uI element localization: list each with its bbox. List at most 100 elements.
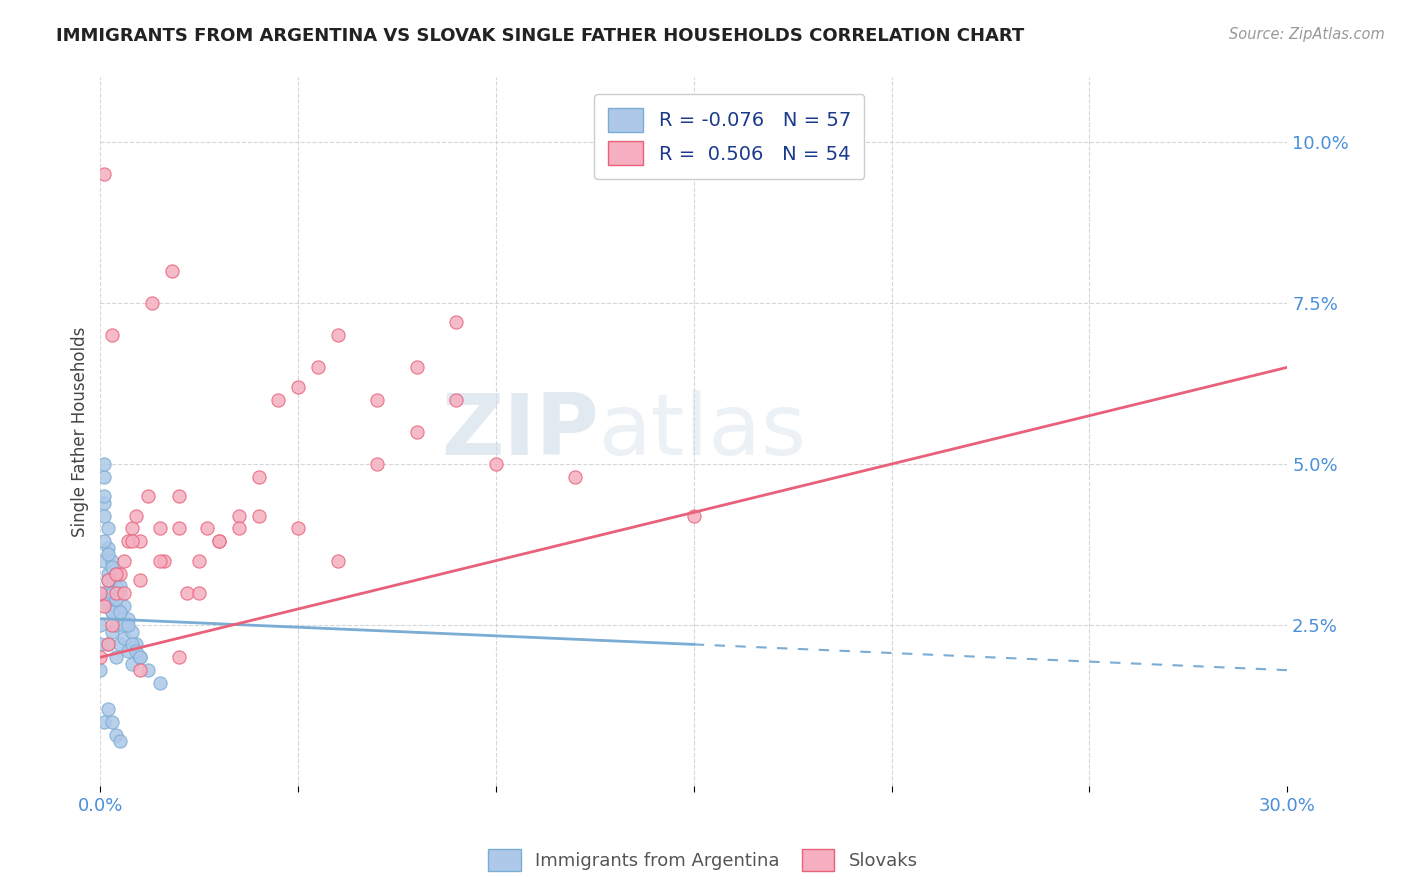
Point [93,714,115,729]
Point [149,521,172,535]
Point [97,637,120,651]
Point [121,637,143,651]
Text: ZIP: ZIP [441,391,599,474]
Point [208,534,231,549]
Point [108,566,131,581]
Point [121,534,143,549]
Point [129,573,152,587]
Point [105,579,128,593]
Point [101,714,124,729]
Point [247,470,270,484]
Point [446,315,468,329]
Point [105,599,128,613]
Point [112,599,135,613]
Point [93,554,115,568]
Point [108,605,131,619]
Point [129,663,152,677]
Point [117,612,139,626]
Point [117,534,139,549]
Point [89,586,111,600]
Point [101,618,124,632]
Point [101,624,124,639]
Point [101,605,124,619]
Point [97,573,120,587]
Text: atlas: atlas [599,391,807,474]
Point [228,508,250,523]
Point [108,605,131,619]
Point [366,457,388,471]
Point [136,489,159,503]
Point [287,521,309,535]
Point [208,534,231,549]
Point [108,579,131,593]
Point [93,167,115,181]
Point [101,328,124,343]
Point [287,380,309,394]
Point [446,392,468,407]
Point [176,586,198,600]
Point [564,470,586,484]
Point [136,663,159,677]
Point [129,650,152,665]
Point [188,554,211,568]
Point [93,508,115,523]
Point [101,586,124,600]
Point [93,496,115,510]
Legend: R = -0.076   N = 57, R =  0.506   N = 54: R = -0.076 N = 57, R = 0.506 N = 54 [595,95,865,178]
Point [160,264,183,278]
Point [152,554,174,568]
Point [97,702,120,716]
Point [125,508,148,523]
Point [108,586,131,600]
Point [93,470,115,484]
Point [89,637,111,651]
Point [105,728,128,742]
Point [169,650,191,665]
Point [97,566,120,581]
Point [97,521,120,535]
Text: Source: ZipAtlas.com: Source: ZipAtlas.com [1229,27,1385,42]
Point [112,618,135,632]
Point [125,637,148,651]
Point [169,521,191,535]
Point [485,457,508,471]
Point [97,637,120,651]
Point [105,566,128,581]
Point [141,296,163,310]
Point [93,457,115,471]
Point [97,592,120,607]
Point [101,560,124,574]
Point [112,586,135,600]
Point [101,605,124,619]
Point [188,586,211,600]
Point [105,592,128,607]
Point [129,534,152,549]
Point [149,554,172,568]
Point [121,624,143,639]
Point [247,508,270,523]
Point [97,599,120,613]
Point [117,644,139,658]
Point [405,425,427,439]
Text: IMMIGRANTS FROM ARGENTINA VS SLOVAK SINGLE FATHER HOUSEHOLDS CORRELATION CHART: IMMIGRANTS FROM ARGENTINA VS SLOVAK SING… [56,27,1025,45]
Point [169,489,191,503]
Point [112,631,135,645]
Point [125,644,148,658]
Point [105,618,128,632]
Point [93,534,115,549]
Y-axis label: Single Father Households: Single Father Households [72,326,89,537]
Point [121,521,143,535]
Point [121,657,143,671]
Point [89,650,111,665]
Point [105,650,128,665]
Point [89,663,111,677]
Point [228,521,250,535]
Point [195,521,218,535]
Point [89,618,111,632]
Point [117,618,139,632]
Point [97,573,120,587]
Point [97,547,120,561]
Point [267,392,290,407]
Point [93,599,115,613]
Point [108,637,131,651]
